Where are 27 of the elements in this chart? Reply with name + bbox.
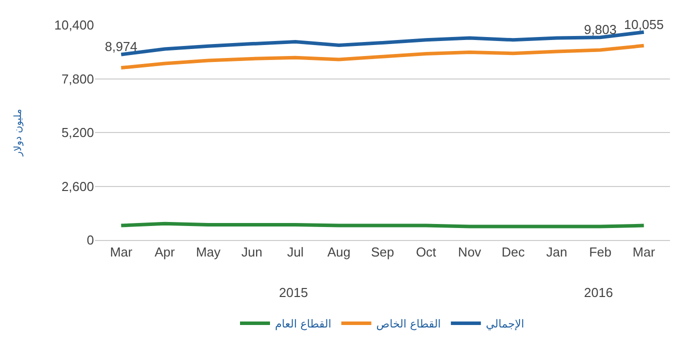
- x-tick-label: Mar: [632, 244, 656, 260]
- x-tick-label: Mar: [110, 244, 134, 260]
- legend-label: القطاع الخاص: [376, 318, 441, 331]
- x-tick-label: Aug: [327, 244, 351, 260]
- data-label: 10,055: [624, 16, 664, 32]
- x-tick-label: Feb: [589, 244, 612, 260]
- x-tick-label: Apr: [154, 244, 176, 260]
- y-tick-label: 2,600: [61, 178, 94, 194]
- data-label: 9,803: [584, 22, 617, 38]
- x-tick-label: Nov: [458, 244, 482, 260]
- y-tick-label: 7,800: [61, 71, 94, 86]
- data-label: 8,974: [104, 39, 138, 54]
- x-tick-label: Jan: [546, 244, 568, 260]
- x-tick-label: May: [196, 244, 222, 260]
- y-tick-label: 5,200: [61, 125, 94, 140]
- text: 2015: [279, 285, 308, 300]
- x-tick-label: Jul: [287, 244, 304, 260]
- x-tick-label: Sep: [370, 244, 394, 260]
- y-tick-label: 0: [86, 232, 94, 248]
- text: 2016: [584, 285, 613, 300]
- y-axis-title: مليون دولار: [13, 108, 24, 158]
- y-tick-label: 10,400: [54, 18, 94, 33]
- x-tick-label: Dec: [502, 244, 526, 260]
- legend-label: القطاع العام: [275, 318, 332, 331]
- x-tick-label: Jun: [241, 244, 262, 260]
- x-tick-label: Oct: [416, 244, 437, 260]
- legend-label: الإجمالي: [486, 318, 524, 331]
